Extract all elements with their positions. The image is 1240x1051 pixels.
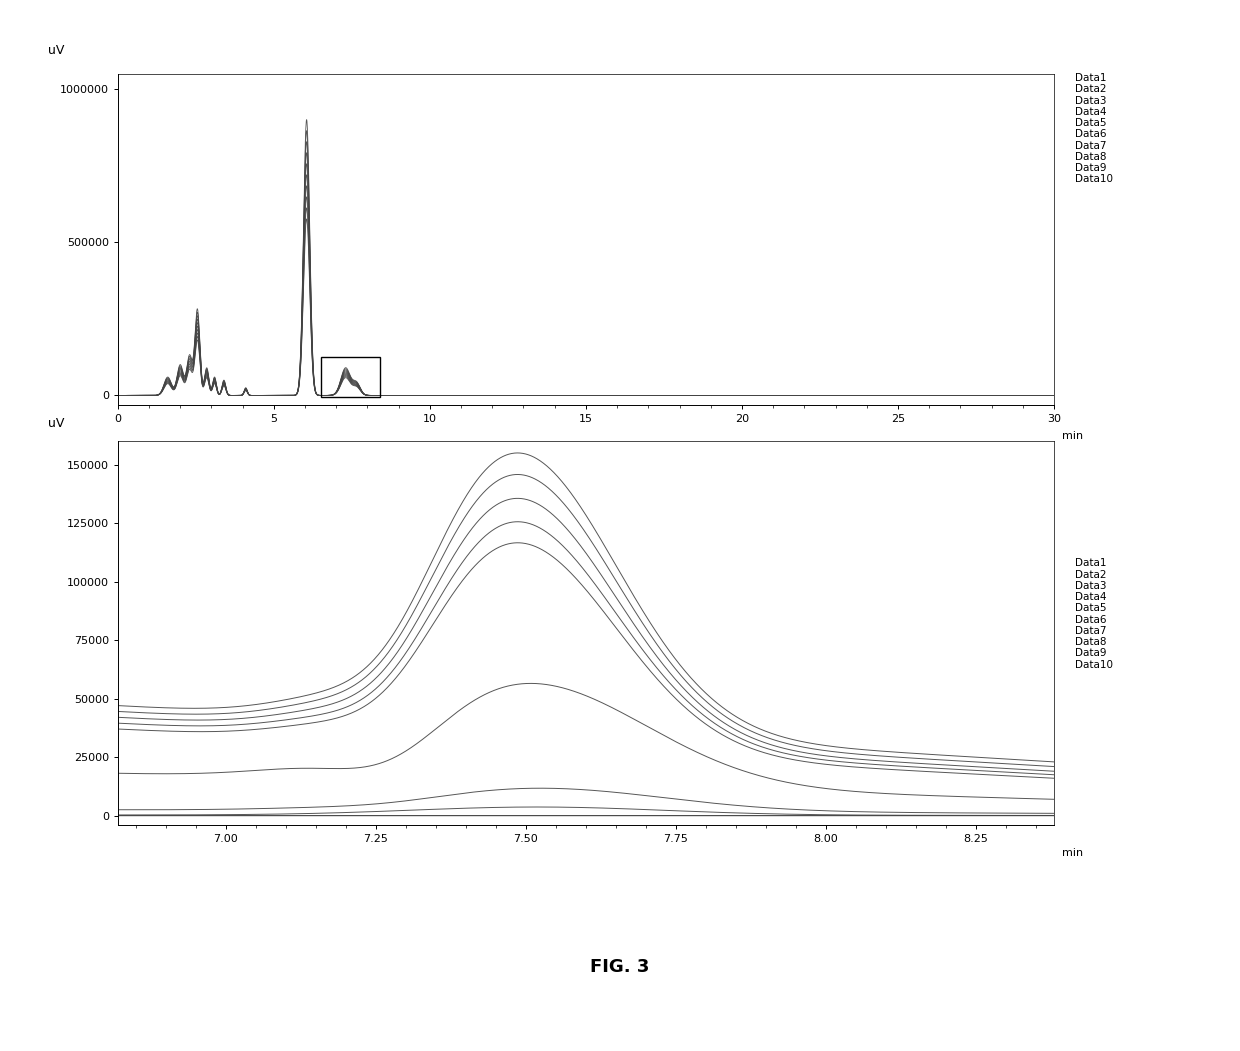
Text: uV: uV bbox=[47, 44, 64, 57]
Legend: Data1, Data2, Data3, Data4, Data5, Data6, Data7, Data8, Data9, Data10: Data1, Data2, Data3, Data4, Data5, Data6… bbox=[1069, 73, 1114, 185]
Text: FIG. 3: FIG. 3 bbox=[590, 957, 650, 976]
Legend: Data1, Data2, Data3, Data4, Data5, Data6, Data7, Data8, Data9, Data10: Data1, Data2, Data3, Data4, Data5, Data6… bbox=[1069, 557, 1114, 671]
X-axis label: min: min bbox=[1063, 848, 1084, 858]
Bar bbox=[321, 357, 379, 397]
Text: uV: uV bbox=[47, 417, 64, 430]
X-axis label: min: min bbox=[1063, 431, 1084, 441]
